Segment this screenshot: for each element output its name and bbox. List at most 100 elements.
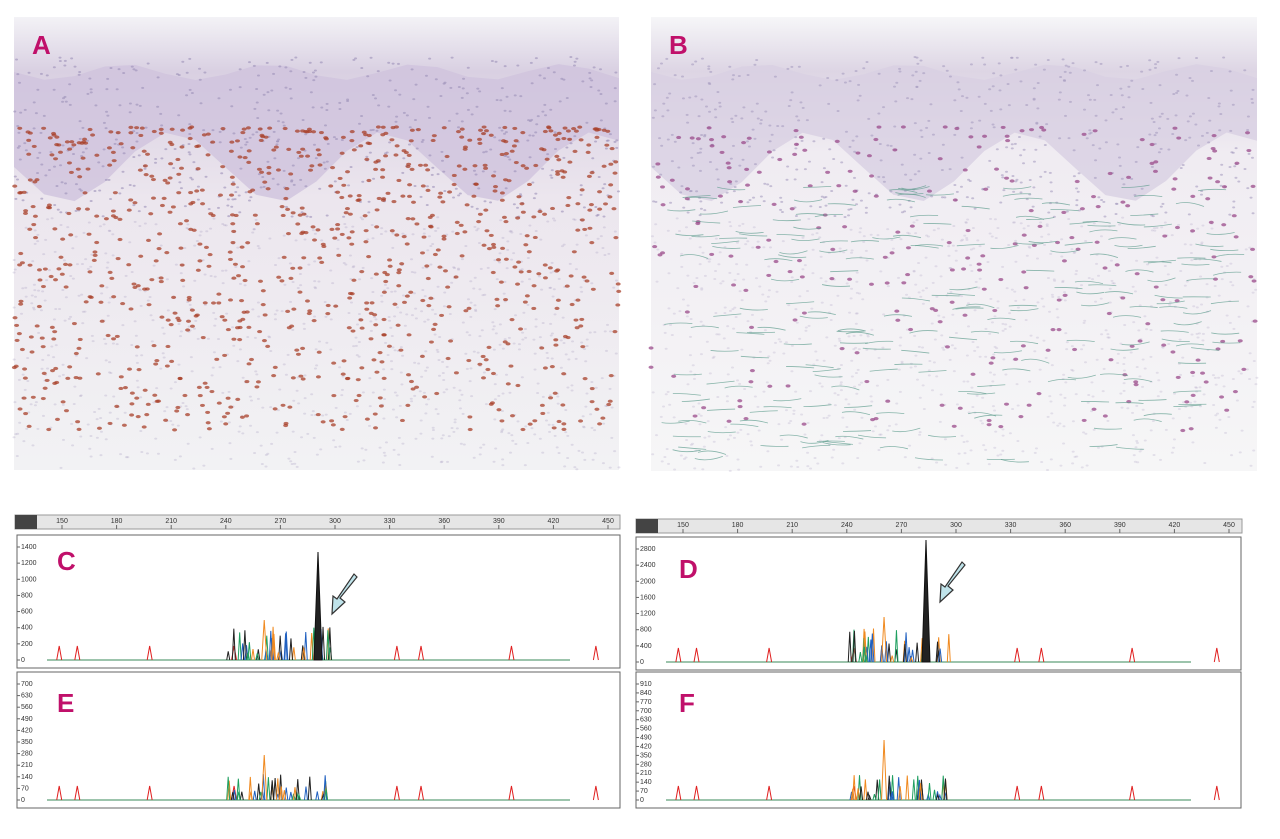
stained-cell — [597, 190, 603, 194]
nucleus — [85, 357, 89, 360]
nucleus — [527, 119, 531, 122]
y-tick-label: 630 — [640, 717, 652, 724]
nucleus — [898, 70, 902, 73]
nucleus — [667, 272, 671, 275]
nucleus — [991, 380, 995, 383]
peak — [74, 785, 81, 801]
nucleus — [82, 231, 86, 234]
y-tick-label: 560 — [640, 726, 652, 733]
nucleus — [495, 99, 499, 102]
nucleus — [221, 391, 225, 394]
nucleus — [734, 114, 738, 117]
nucleus — [442, 378, 446, 381]
nucleus — [1015, 56, 1019, 59]
stained-cell — [553, 343, 559, 347]
nucleus — [1082, 431, 1086, 434]
peak — [283, 633, 288, 661]
nucleus — [882, 313, 886, 316]
nucleus — [270, 442, 274, 445]
fiber — [1050, 249, 1079, 253]
nucleus — [455, 427, 459, 430]
nucleus — [656, 248, 660, 251]
nucleus — [86, 267, 90, 270]
nucleus — [244, 191, 248, 194]
nucleus — [401, 354, 405, 357]
stained-cell — [726, 419, 732, 423]
fiber — [956, 243, 985, 247]
nucleus — [599, 93, 603, 96]
nucleus — [1095, 262, 1099, 265]
stained-cell — [1180, 428, 1186, 433]
peak — [946, 634, 951, 663]
nucleus — [1038, 368, 1042, 371]
stained-cell — [230, 222, 236, 226]
nucleus — [569, 56, 573, 59]
stained-cell — [660, 185, 666, 189]
nucleus — [688, 237, 692, 240]
nucleus — [899, 336, 903, 339]
nucleus — [193, 279, 197, 282]
nucleus — [707, 435, 711, 438]
stained-cell — [459, 135, 465, 139]
nucleus — [878, 143, 882, 146]
nucleus — [606, 139, 610, 142]
fiber — [967, 392, 996, 395]
nucleus — [1017, 135, 1021, 138]
stained-cell — [455, 130, 461, 134]
stained-cell — [339, 151, 345, 155]
nucleus — [1057, 98, 1061, 101]
peak — [871, 628, 876, 663]
nucleus — [64, 296, 68, 299]
nucleus — [927, 152, 931, 155]
fiber — [987, 317, 1016, 321]
fiber — [699, 210, 729, 215]
nucleus — [71, 277, 75, 280]
fiber — [1134, 194, 1163, 198]
nucleus — [549, 174, 553, 177]
nucleus — [708, 372, 712, 375]
nucleus — [1229, 129, 1233, 132]
nucleus — [383, 454, 387, 457]
stained-cell — [961, 267, 967, 271]
stained-cell — [458, 223, 464, 227]
nucleus — [1251, 291, 1255, 294]
nucleus — [476, 227, 480, 230]
nucleus — [1010, 288, 1014, 291]
stained-cell — [575, 228, 581, 232]
nucleus — [365, 155, 369, 158]
nucleus — [1082, 321, 1086, 324]
nucleus — [850, 375, 854, 378]
nucleus — [919, 295, 923, 298]
stained-cell — [578, 419, 584, 423]
nucleus — [1203, 462, 1207, 465]
nucleus — [1214, 383, 1218, 386]
nucleus — [380, 300, 384, 303]
nucleus — [663, 331, 667, 334]
nucleus — [700, 98, 704, 101]
nucleus — [195, 239, 199, 242]
nucleus — [234, 190, 238, 193]
nucleus — [510, 258, 514, 261]
fiber — [732, 205, 762, 208]
nucleus — [111, 342, 115, 345]
stained-cell — [272, 407, 278, 411]
stained-cell — [693, 284, 699, 289]
stained-cell — [531, 306, 537, 311]
nucleus — [845, 282, 849, 285]
nucleus — [61, 403, 65, 406]
nucleus — [109, 372, 113, 375]
nucleus — [1213, 376, 1217, 379]
stained-cell — [1074, 179, 1080, 184]
nucleus — [247, 260, 251, 263]
nucleus — [1135, 259, 1139, 262]
stained-cell — [260, 303, 266, 307]
fiber — [740, 355, 769, 359]
nucleus — [996, 300, 1000, 303]
nucleus — [795, 168, 799, 171]
stained-cell — [773, 259, 779, 264]
nucleus — [760, 318, 764, 321]
stained-cell — [787, 269, 793, 274]
nucleus — [53, 403, 57, 406]
stained-cell — [706, 126, 712, 130]
nucleus — [882, 176, 886, 179]
